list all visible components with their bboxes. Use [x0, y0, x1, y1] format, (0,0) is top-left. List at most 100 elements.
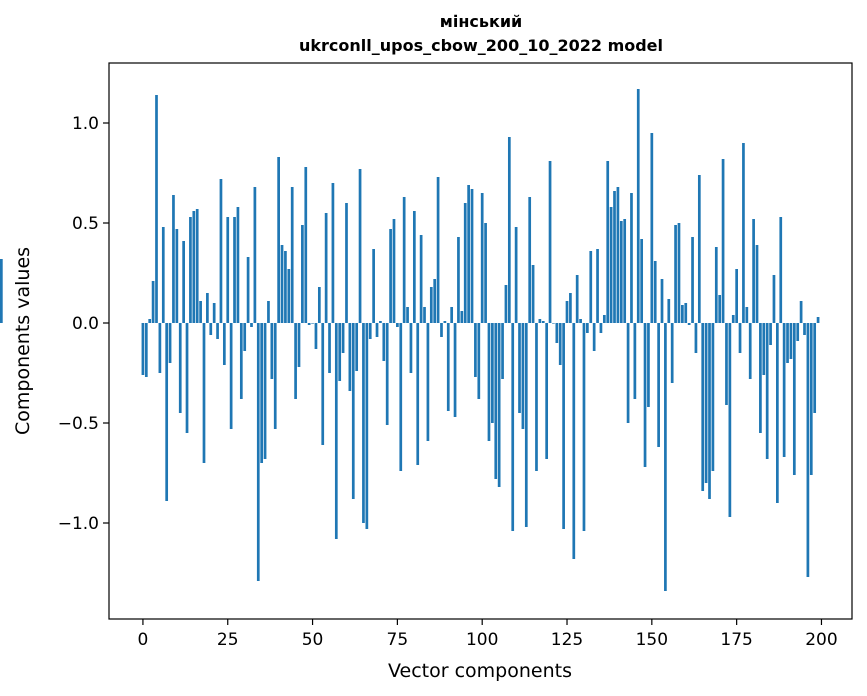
bar-component-128: [575, 275, 579, 323]
bar-component-107: [504, 285, 508, 323]
bar-component-168: [711, 323, 715, 471]
bar-component-130: [582, 323, 586, 531]
bar-component-192: [792, 323, 796, 475]
bar-component-118: [541, 321, 545, 323]
bar-component-54: [324, 213, 328, 323]
bar-component-183: [762, 323, 766, 375]
bar-component-62: [351, 323, 355, 499]
bar-component-58: [338, 323, 342, 381]
bar-component-100: [480, 193, 484, 323]
bar-component-113: [524, 323, 528, 527]
bar-component-198: [813, 323, 817, 413]
bar-component-177: [742, 143, 745, 323]
bar-component-146: [636, 89, 640, 323]
bar-component-137: [606, 161, 610, 323]
bar-component-6: [161, 227, 165, 323]
bar-component-74: [392, 219, 396, 323]
bar-component-172: [725, 323, 728, 405]
y-tick-label: −0.5: [58, 414, 99, 434]
bar-component-178: [745, 307, 749, 323]
bar-component-18: [202, 323, 206, 463]
bar-component-134: [596, 249, 599, 323]
bar-component-10: [175, 229, 179, 323]
bar-component-60: [345, 203, 348, 323]
bar-component-52: [317, 287, 321, 323]
bar-component-39: [273, 323, 277, 429]
bar-component-174: [731, 315, 735, 323]
bar-component-86: [433, 279, 437, 323]
bar-component-99: [477, 323, 481, 399]
bar-component-160: [684, 303, 688, 323]
bar-component-184: [765, 323, 769, 459]
bar-component-152: [657, 323, 660, 447]
bar-component-7: [165, 323, 169, 501]
bar-component-97: [470, 189, 474, 323]
x-tick-label: 100: [466, 630, 498, 650]
bar-component-87: [436, 177, 440, 323]
x-tick-label: 25: [217, 630, 239, 650]
bar-component-153: [660, 279, 664, 323]
x-tick-label: 200: [805, 630, 837, 650]
bar-component-104: [494, 323, 498, 479]
bar-component-48: [304, 167, 308, 323]
bar-component-34: [256, 323, 260, 581]
bar-component-73: [389, 229, 392, 323]
bar-component-3: [151, 281, 155, 323]
bar-component-25: [226, 217, 230, 323]
bar-component-15: [192, 211, 196, 323]
bar-component-119: [545, 323, 549, 459]
bar-component-80: [412, 211, 416, 323]
bar-component-92: [453, 323, 457, 417]
bar-component-102: [487, 323, 491, 441]
bar-component-38: [270, 323, 274, 379]
bar-component-79: [409, 323, 413, 373]
bar-component-135: [599, 323, 603, 333]
bar-component-0: [141, 323, 145, 375]
bar-component-131: [586, 323, 589, 333]
bar-component-8: [168, 323, 172, 363]
bar-component-45: [294, 323, 297, 399]
y-tick-label: 0.0: [72, 314, 99, 334]
bar-component-125: [565, 301, 569, 323]
bar-component-78: [406, 307, 409, 323]
bar-component-76: [399, 323, 403, 471]
bar-component-117: [538, 319, 542, 323]
bar-component-28: [236, 207, 240, 323]
bar-component-138: [609, 207, 613, 323]
bar-component-71: [382, 323, 386, 361]
bar-component-126: [569, 293, 572, 323]
bar-component-120: [548, 161, 552, 323]
bar-component-123: [558, 323, 562, 365]
bar-component-31: [246, 257, 250, 323]
bar-component-116: [535, 323, 538, 471]
bar-component-35: [260, 323, 264, 463]
bar-component-65: [362, 323, 365, 523]
bar-component-103: [491, 323, 494, 423]
y-tick-label: 0.5: [72, 214, 99, 234]
bar-component-81: [416, 323, 420, 465]
bar-component-159: [681, 305, 684, 323]
bar-component-72: [385, 323, 389, 425]
bar-component-85: [429, 287, 433, 323]
bar-component-33: [253, 187, 257, 323]
bar-component-70: [379, 321, 382, 323]
bar-component-36: [263, 323, 267, 459]
bar-component-189: [782, 323, 786, 457]
bar-component-157: [674, 225, 677, 323]
bar-component-154: [664, 323, 667, 591]
bar-component-47: [301, 225, 304, 323]
bar-component-197: [809, 323, 813, 475]
bar-component-143: [626, 323, 630, 423]
bar-component-69: [375, 323, 379, 337]
bar-component-22: [216, 323, 219, 339]
bar-component-122: [555, 323, 559, 343]
bar-component-32: [250, 323, 253, 327]
bar-component-156: [670, 323, 674, 383]
bar-component-46: [297, 323, 301, 367]
bar-component-91: [450, 307, 454, 323]
bar-component-149: [647, 323, 650, 407]
x-tick-label: 50: [302, 630, 324, 650]
bar-component-169: [714, 247, 718, 323]
bar-component-110: [514, 227, 518, 323]
